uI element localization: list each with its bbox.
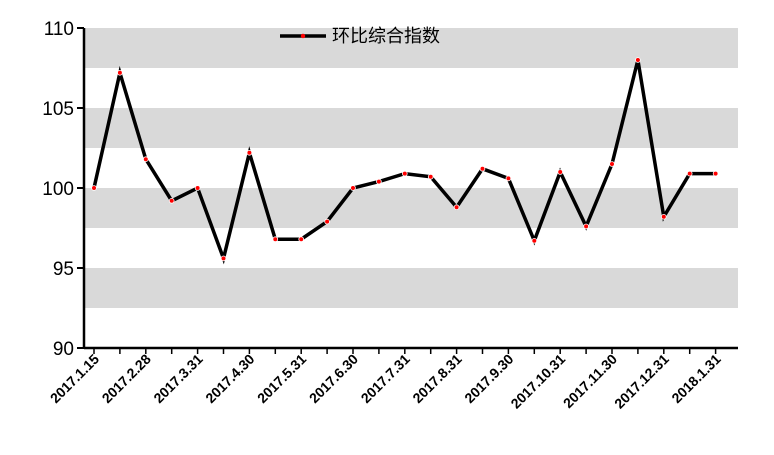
x-tick-label: 2017.12.31: [611, 351, 672, 412]
x-tick-label: 2017.8.31: [409, 351, 465, 407]
legend: 环比综合指数: [280, 26, 440, 47]
series-group: [91, 57, 719, 265]
x-tick-label: 2017.6.30: [306, 351, 362, 407]
data-point: [91, 185, 97, 191]
y-tick-label: 110: [44, 19, 74, 40]
data-point: [427, 174, 434, 180]
x-tick-label: 2017.3.31: [150, 351, 206, 407]
x-tick-label: 2017.5.31: [254, 351, 310, 407]
data-point: [583, 223, 589, 230]
grid-band: [84, 108, 738, 148]
data-point: [272, 236, 279, 243]
data-point: [453, 204, 460, 211]
data-point: [712, 170, 719, 177]
x-tick-label: 2017.11.30: [560, 351, 620, 411]
x-tick-label: 2017.9.30: [461, 351, 517, 407]
y-tick-label: 95: [53, 259, 74, 280]
data-point: [479, 166, 486, 172]
legend-marker: [300, 33, 306, 39]
x-axis-ticks: 2017.1.152017.2.282017.3.312017.4.302017…: [47, 348, 724, 412]
data-point: [531, 238, 538, 244]
data-point: [194, 185, 201, 191]
data-point: [635, 57, 641, 63]
data-point: [350, 185, 356, 191]
y-axis-ticks: 90 95 100 105 110: [42, 19, 84, 360]
x-tick-label: 2017.10.31: [507, 351, 568, 412]
grid-band: [84, 188, 738, 228]
data-point: [609, 161, 615, 167]
x-tick-label: 2017.7.31: [358, 351, 414, 407]
data-point: [401, 170, 408, 177]
data-point: [168, 198, 175, 204]
y-tick-label: 105: [42, 99, 74, 120]
x-tick-label: 2017.4.30: [202, 351, 258, 407]
data-point: [505, 175, 512, 182]
data-point: [660, 214, 667, 220]
data-point: [143, 156, 149, 163]
gridline-bands: [84, 28, 738, 308]
y-tick-label: 90: [53, 339, 74, 360]
data-point: [376, 178, 382, 185]
data-point: [324, 218, 330, 225]
x-tick-label: 2018.1.31: [668, 351, 724, 407]
grid-band: [84, 28, 738, 68]
data-point: [246, 150, 253, 156]
series-line: [92, 59, 716, 265]
data-point: [686, 170, 693, 177]
data-point: [557, 169, 563, 175]
legend-label: 环比综合指数: [332, 26, 440, 47]
y-tick-label: 100: [42, 179, 74, 200]
data-point: [298, 236, 305, 243]
x-tick-label: 2017.2.28: [99, 351, 155, 407]
grid-band: [84, 268, 738, 308]
data-point: [117, 70, 123, 76]
data-point: [220, 255, 227, 262]
